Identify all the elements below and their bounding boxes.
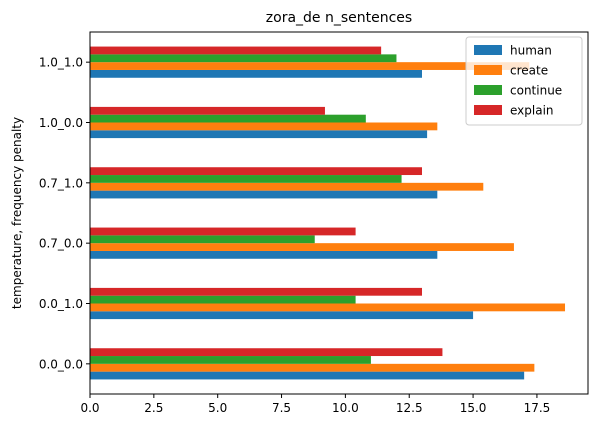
bar-create-1.0_0.0 [90, 122, 438, 131]
bar-explain-0.0_0.0 [90, 348, 443, 357]
legend-label-human: human [510, 44, 552, 58]
x-tick-label: 2.5 [144, 401, 163, 415]
x-tick-label: 10.0 [332, 401, 359, 415]
x-tick-label: 0.0 [80, 401, 99, 415]
bar-explain-0.7_0.0 [90, 227, 356, 236]
x-axis: 0.0 2.5 5.0 7.5 10.0 12.5 15.0 17.5 [80, 394, 550, 415]
legend: human create continue explain [465, 36, 583, 126]
legend-box [465, 36, 583, 126]
x-tick-label: 5.0 [208, 401, 227, 415]
bar-continue-1.0_1.0 [90, 54, 397, 63]
legend-label-create: create [510, 64, 548, 78]
bar-human-0.0_1.0 [90, 311, 474, 320]
y-tick-label: 1.0_1.0 [39, 56, 83, 70]
y-tick-label: 1.0_0.0 [39, 116, 83, 130]
bar-explain-1.0_1.0 [90, 46, 382, 55]
bar-continue-0.7_1.0 [90, 175, 402, 183]
bars-group [90, 46, 566, 380]
legend-label-continue: continue [510, 84, 562, 98]
bar-create-0.7_1.0 [90, 182, 484, 191]
bar-explain-0.7_1.0 [90, 167, 422, 176]
x-tick-label: 15.0 [460, 401, 487, 415]
bar-continue-0.7_0.0 [90, 235, 315, 244]
x-tick-label: 17.5 [524, 401, 551, 415]
bar-continue-0.0_1.0 [90, 295, 356, 304]
y-axis-label: temperature, frequency penalty [10, 117, 24, 309]
plot-area-frame [89, 31, 589, 395]
bar-create-0.0_0.0 [90, 363, 535, 372]
x-tick-label: 12.5 [396, 401, 423, 415]
y-tick-label: 0.0_0.0 [39, 357, 83, 371]
bar-explain-0.0_1.0 [90, 287, 422, 296]
bar-explain-1.0_0.0 [90, 106, 325, 115]
legend-swatch-continue [474, 85, 502, 95]
x-tick-label: 7.5 [272, 401, 291, 415]
legend-label-explain: explain [510, 104, 554, 118]
legend-swatch-human [474, 45, 502, 55]
bar-create-0.0_1.0 [90, 303, 566, 312]
bar-human-1.0_1.0 [90, 69, 422, 78]
bar-human-0.7_0.0 [90, 250, 438, 259]
legend-swatch-explain [474, 105, 502, 115]
bar-create-1.0_1.0 [90, 62, 530, 70]
bar-create-0.7_0.0 [90, 243, 514, 251]
y-tick-label: 0.0_1.0 [39, 297, 83, 311]
bar-continue-1.0_0.0 [90, 114, 366, 123]
bar-human-1.0_0.0 [90, 130, 428, 139]
chart-title: zora_de n_sentences [266, 10, 412, 26]
y-tick-label: 0.7_0.0 [39, 237, 83, 251]
bar-human-0.7_1.0 [90, 190, 438, 199]
legend-swatch-create [474, 65, 502, 75]
y-axis: 0.0_0.0 0.0_1.0 0.7_0.0 0.7_1.0 1.0_0.0 1.0_1… [39, 56, 90, 371]
y-tick-label: 0.7_1.0 [39, 176, 83, 190]
bar-human-0.0_0.0 [90, 371, 525, 380]
bar-continue-0.0_0.0 [90, 356, 371, 364]
